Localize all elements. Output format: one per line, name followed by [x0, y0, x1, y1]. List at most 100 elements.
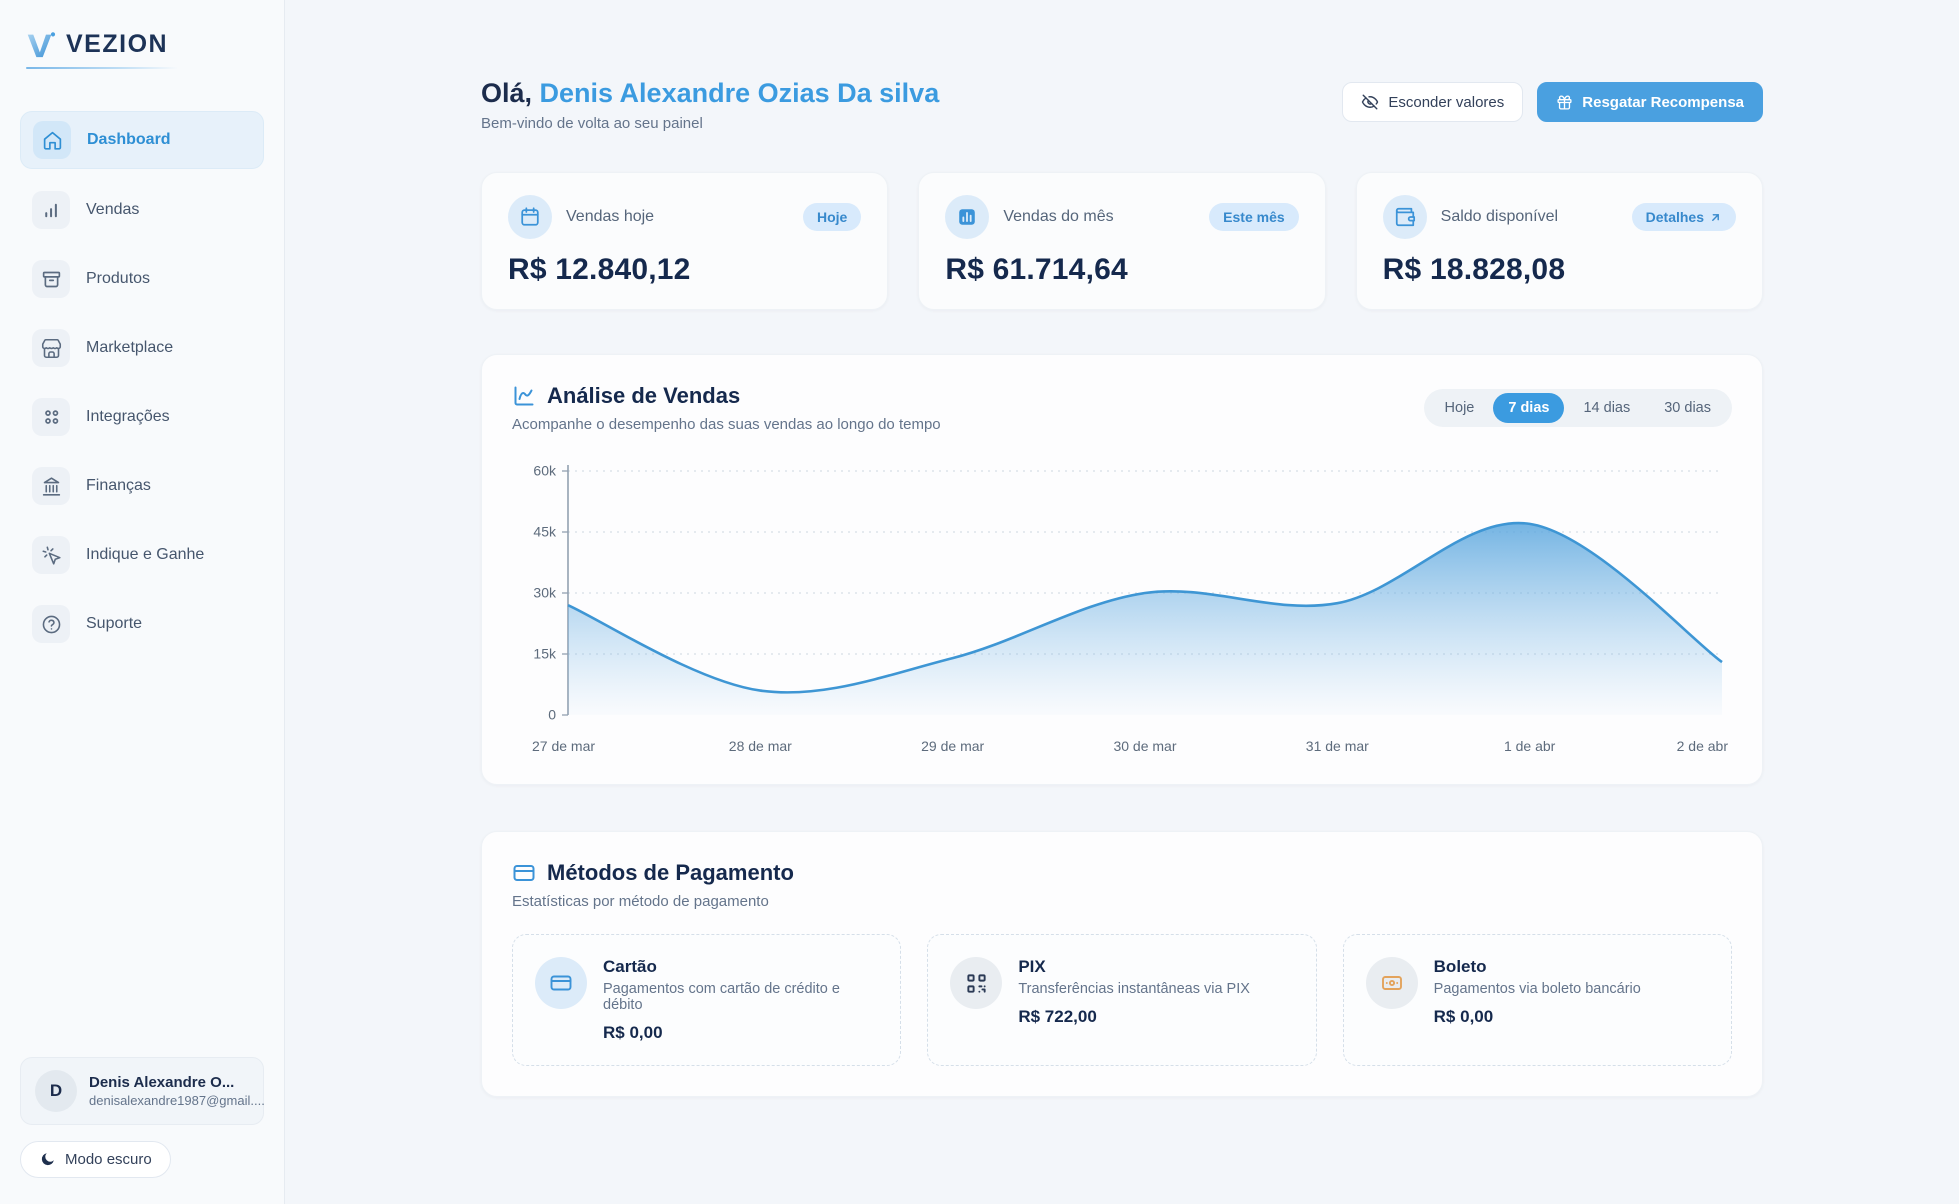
sidebar-item-produtos[interactable]: Produtos [20, 251, 264, 307]
sidebar-item-label: Suporte [86, 615, 143, 632]
user-email: denisalexandre1987@gmail.... [89, 1093, 265, 1108]
eye-off-icon [1361, 93, 1379, 111]
method-name: PIX [1018, 957, 1046, 976]
qr-code-icon [950, 957, 1003, 1009]
stat-value: R$ 61.714,64 [945, 253, 1128, 286]
method-card-pix: PIX Transferências instantâneas via PIX … [927, 934, 1317, 1066]
redeem-reward-button[interactable]: Resgatar Recompensa [1537, 82, 1763, 122]
method-card-boleto: Boleto Pagamentos via boleto bancário R$… [1342, 934, 1732, 1066]
period-selector: Hoje 7 dias 14 dias 30 dias [1423, 389, 1732, 427]
period-14-dias[interactable]: 14 dias [1568, 393, 1645, 423]
stat-label: Saldo disponível [1440, 208, 1559, 225]
avatar: D [35, 1070, 77, 1112]
svg-text:30 de mar: 30 de mar [1113, 738, 1176, 754]
pointer-click-icon [32, 536, 70, 574]
main-area: Olá, Denis Alexandre Ozias Da silva Bem-… [285, 0, 1959, 1204]
line-chart-icon [512, 384, 536, 408]
saldo-detalhes-button[interactable]: Detalhes [1631, 203, 1736, 231]
stat-value: R$ 12.840,12 [508, 253, 691, 286]
stat-card-saldo: Saldo disponível Detalhes R$ 18.828,08 [1355, 172, 1763, 310]
hide-values-label: Esconder valores [1388, 93, 1505, 111]
sales-panel-subtitle: Acompanhe o desempenho das suas vendas a… [512, 416, 941, 433]
svg-text:28 de mar: 28 de mar [729, 738, 792, 754]
method-card-cartao: Cartão Pagamentos com cartão de crédito … [512, 934, 902, 1066]
sidebar-item-label: Marketplace [86, 339, 174, 356]
user-profile-card[interactable]: D Denis Alexandre O... denisalexandre198… [20, 1057, 265, 1125]
arrow-up-right-icon [1709, 211, 1722, 224]
payment-methods-panel: Métodos de Pagamento Estatísticas por mé… [481, 831, 1763, 1097]
moon-icon [39, 1151, 56, 1168]
page-header: Olá, Denis Alexandre Ozias Da silva Bem-… [481, 78, 1763, 132]
sidebar-item-financas[interactable]: Finanças [20, 458, 264, 514]
method-description: Pagamentos com cartão de crédito e débit… [603, 981, 840, 1013]
dark-mode-label: Modo escuro [65, 1151, 152, 1168]
stat-badge-este-mes: Este mês [1209, 203, 1299, 231]
svg-text:29 de mar: 29 de mar [921, 738, 984, 754]
bank-icon [32, 467, 70, 505]
banknote-icon [1365, 957, 1418, 1009]
sidebar-item-label: Integrações [86, 408, 170, 425]
help-circle-icon [32, 605, 70, 643]
brand-logo: VEZION [20, 30, 264, 59]
period-30-dias[interactable]: 30 dias [1649, 393, 1726, 423]
gift-icon [1556, 94, 1573, 111]
svg-text:2 de abr: 2 de abr [1677, 738, 1729, 754]
svg-text:15k: 15k [533, 646, 557, 662]
svg-text:1 de abr: 1 de abr [1504, 738, 1556, 754]
svg-text:31 de mar: 31 de mar [1306, 738, 1369, 754]
credit-card-icon [535, 957, 587, 1009]
logo-underline [26, 67, 178, 69]
sidebar-item-indique-e-ganhe[interactable]: Indique e Ganhe [20, 527, 264, 583]
stat-label: Vendas hoje [566, 208, 655, 225]
method-description: Pagamentos via boleto bancário [1433, 981, 1641, 997]
payments-title: Métodos de Pagamento [547, 860, 794, 885]
sidebar-nav: Dashboard Vendas Produtos Marketplace [20, 111, 264, 652]
period-hoje[interactable]: Hoje [1430, 393, 1490, 423]
stat-card-vendas-mes: Vendas do mês Este mês R$ 61.714,64 [918, 172, 1326, 310]
hide-values-button[interactable]: Esconder valores [1342, 82, 1524, 122]
stat-card-vendas-hoje: Vendas hoje Hoje R$ 12.840,12 [481, 172, 889, 310]
stats-row: Vendas hoje Hoje R$ 12.840,12 Vendas do … [481, 172, 1763, 310]
method-value: R$ 722,00 [1018, 1007, 1097, 1026]
payment-methods-row: Cartão Pagamentos com cartão de crédito … [512, 934, 1732, 1066]
sidebar-item-dashboard[interactable]: Dashboard [20, 111, 264, 169]
stat-value: R$ 18.828,08 [1382, 253, 1566, 286]
sidebar-item-label: Dashboard [87, 131, 171, 148]
vezion-logo-icon [26, 31, 56, 59]
sales-analysis-panel: Análise de Vendas Acompanhe o desempenho… [481, 354, 1763, 785]
svg-text:45k: 45k [533, 524, 557, 540]
credit-card-icon [512, 861, 536, 885]
method-value: R$ 0,00 [1433, 1007, 1494, 1026]
payments-subtitle: Estatísticas por método de pagamento [512, 893, 769, 910]
sidebar: VEZION Dashboard Vendas Produtos [0, 0, 285, 1204]
method-name: Boleto [1433, 957, 1487, 976]
greeting-user-name: Denis Alexandre Ozias Da silva [539, 78, 940, 108]
archive-box-icon [32, 260, 70, 298]
sidebar-item-label: Indique e Ganhe [86, 546, 205, 563]
period-7-dias[interactable]: 7 dias [1493, 393, 1565, 423]
method-name: Cartão [603, 957, 657, 976]
dark-mode-toggle[interactable]: Modo escuro [20, 1141, 171, 1178]
sidebar-item-suporte[interactable]: Suporte [20, 596, 264, 652]
method-value: R$ 0,00 [603, 1023, 663, 1042]
dots-grid-icon [32, 398, 70, 436]
stat-badge-hoje: Hoje [802, 203, 862, 231]
sidebar-item-label: Vendas [86, 201, 140, 218]
detalhes-label: Detalhes [1645, 209, 1704, 225]
sidebar-item-integracoes[interactable]: Integrações [20, 389, 264, 445]
sidebar-item-vendas[interactable]: Vendas [20, 182, 264, 238]
wallet-icon [1382, 195, 1427, 239]
calendar-icon [508, 195, 552, 239]
sidebar-item-marketplace[interactable]: Marketplace [20, 320, 264, 376]
greeting-prefix: Olá, [481, 78, 540, 108]
home-icon [33, 121, 71, 159]
bar-chart-icon [32, 191, 70, 229]
svg-text:60k: 60k [533, 463, 557, 479]
sales-area-chart: 0 15k 30k 45k 60k 27 de mar 28 de mar 29 de mar… [512, 455, 1732, 768]
brand-name: VEZION [66, 30, 169, 58]
sidebar-item-label: Finanças [86, 477, 151, 494]
stat-label: Vendas do mês [1003, 208, 1114, 225]
chart-column-icon [945, 195, 990, 239]
sales-panel-title: Análise de Vendas [547, 383, 741, 408]
